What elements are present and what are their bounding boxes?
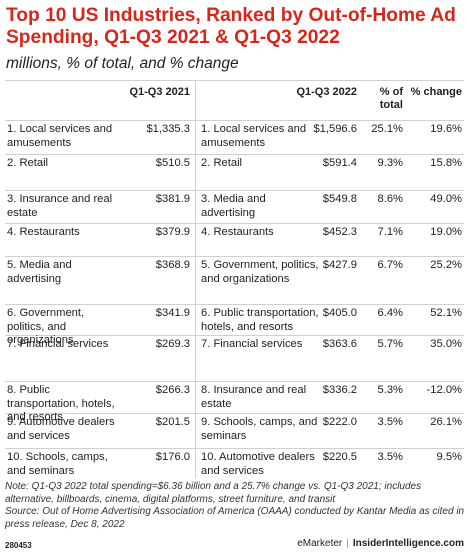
pct-total-value: 7.1% — [377, 226, 404, 238]
header-pct-change: % change — [410, 86, 462, 98]
data-table: Q1-Q3 2021 Q1-Q3 2022 % of total % change 1.… — [5, 80, 464, 478]
row-separator — [5, 256, 464, 257]
left-value: $368.9 — [155, 259, 190, 271]
left-industry-label: 7. Financial services — [7, 338, 109, 350]
pct-total-value: 6.7% — [377, 259, 404, 271]
row-separator — [5, 80, 464, 81]
header-right-value: Q1-Q3 2022 — [296, 86, 357, 98]
pct-total-value: 8.6% — [377, 193, 404, 205]
right-industry-label: 9. Schools, camps, and seminars — [201, 416, 318, 442]
row-separator — [5, 154, 464, 155]
left-value: $379.9 — [155, 226, 190, 238]
right-industry-label: 1. Local services and amusements — [201, 123, 307, 149]
left-value: $269.3 — [155, 338, 190, 350]
right-value: $220.5 — [322, 451, 357, 463]
pct-total-value: 9.3% — [377, 157, 404, 169]
left-value: $341.9 — [155, 307, 190, 319]
row-separator — [5, 120, 464, 121]
left-industry-label: 2. Retail — [7, 157, 49, 169]
row-separator — [5, 381, 464, 382]
pct-change-value: 26.1% — [430, 416, 462, 428]
left-value: $201.5 — [155, 416, 190, 428]
note-line: Note: Q1-Q3 2022 total spending=$6.36 bi… — [5, 481, 422, 505]
right-industry-label: 2. Retail — [201, 157, 243, 169]
footer-brand: eMarketer | InsiderIntelligence.com — [297, 538, 464, 549]
pct-total-value: 5.3% — [377, 384, 404, 396]
row-separator — [5, 223, 464, 224]
footer-brand-emarketer: eMarketer — [297, 538, 343, 549]
row-separator — [5, 335, 464, 336]
pct-total-value: 25.1% — [371, 123, 403, 135]
pct-change-value: 9.5% — [436, 451, 463, 463]
right-value: $591.4 — [322, 157, 357, 169]
chart-title: Top 10 US Industries, Ranked by Out-of-H… — [6, 5, 456, 48]
left-industry-label: 6. Government, politics, and organizatio… — [7, 307, 85, 346]
right-industry-label: 8. Insurance and real estate — [201, 384, 307, 410]
right-industry-label: 4. Restaurants — [201, 226, 274, 238]
footer-chart-id: 280453 — [5, 541, 32, 550]
left-industry-label: 9. Automotive dealers and services — [7, 416, 115, 442]
left-industry-label: 1. Local services and amusements — [7, 123, 113, 149]
left-industry-label: 8. Public transportation, hotels, and re… — [7, 384, 115, 423]
pct-change-value: -12.0% — [426, 384, 462, 396]
table-vertical-divider — [195, 80, 196, 478]
pct-total-value: 5.7% — [377, 338, 404, 350]
pct-total-value: 6.4% — [377, 307, 404, 319]
right-value: $1,596.6 — [313, 123, 357, 135]
left-value: $510.5 — [155, 157, 190, 169]
left-value: $1,335.3 — [146, 123, 190, 135]
pct-change-value: 25.2% — [430, 259, 462, 271]
left-industry-label: 4. Restaurants — [7, 226, 80, 238]
pct-change-value: 19.0% — [430, 226, 462, 238]
row-separator — [5, 448, 464, 449]
pct-total-value: 3.5% — [377, 416, 404, 428]
pct-change-value: 35.0% — [430, 338, 462, 350]
right-industry-label: 6. Public transportation, hotels, and re… — [201, 307, 319, 333]
right-value: $452.3 — [322, 226, 357, 238]
right-industry-label: 7. Financial services — [201, 338, 303, 350]
pct-total-value: 3.5% — [377, 451, 404, 463]
right-value: $549.8 — [322, 193, 357, 205]
row-separator — [5, 304, 464, 305]
right-value: $363.6 — [322, 338, 357, 350]
right-value: $405.0 — [322, 307, 357, 319]
pct-change-value: 52.1% — [430, 307, 462, 319]
right-industry-label: 3. Media and advertising — [201, 193, 266, 219]
pct-change-value: 49.0% — [430, 193, 462, 205]
chart-note: Note: Q1-Q3 2022 total spending=$6.36 bi… — [5, 481, 465, 531]
chart-subtitle: millions, % of total, and % change — [6, 55, 239, 72]
right-value: $427.9 — [322, 259, 357, 271]
header-left-value: Q1-Q3 2021 — [129, 86, 190, 98]
left-value: $381.9 — [155, 193, 190, 205]
row-separator — [5, 190, 464, 191]
header-pct-total: % of total — [379, 86, 403, 111]
right-value: $336.2 — [322, 384, 357, 396]
left-value: $266.3 — [155, 384, 190, 396]
right-industry-label: 10. Automotive dealers and services — [201, 451, 315, 477]
source-line: Source: Out of Home Advertising Associat… — [5, 506, 465, 530]
left-value: $176.0 — [155, 451, 190, 463]
left-industry-label: 5. Media and advertising — [7, 259, 72, 285]
left-industry-label: 3. Insurance and real estate — [7, 193, 113, 219]
right-value: $222.0 — [322, 416, 357, 428]
pct-change-value: 15.8% — [430, 157, 462, 169]
pct-change-value: 19.6% — [430, 123, 462, 135]
footer-separator: | — [346, 538, 349, 549]
left-industry-label: 10. Schools, camps, and seminars — [7, 451, 108, 477]
row-separator — [5, 413, 464, 414]
footer-brand-insider: InsiderIntelligence.com — [352, 538, 464, 549]
right-industry-label: 5. Government, politics, and organizatio… — [201, 259, 319, 285]
